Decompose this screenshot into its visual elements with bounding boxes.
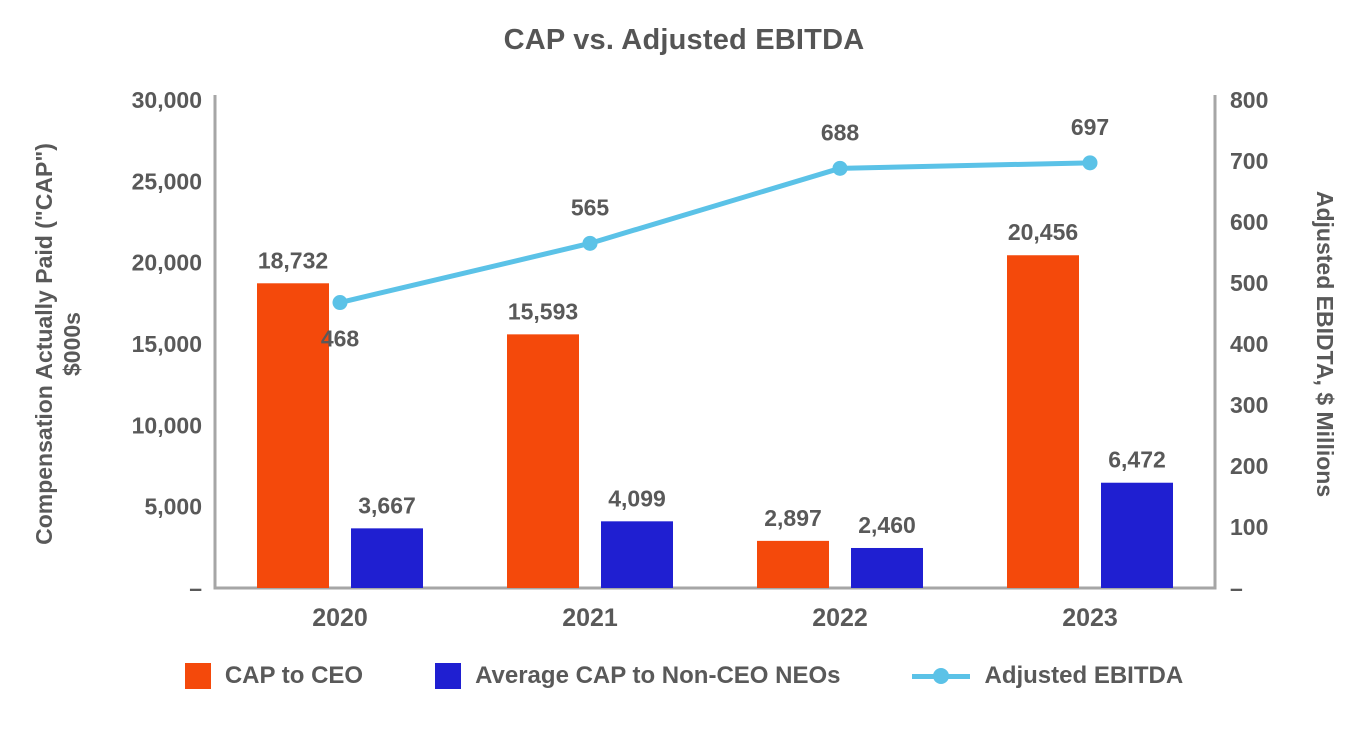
- bar-cap-ceo-2022: [757, 540, 829, 588]
- right-tick-label: –: [1230, 575, 1243, 601]
- left-tick-label: 10,000: [132, 412, 202, 438]
- left-tick-label: 25,000: [132, 168, 202, 194]
- line-value-label: 688: [821, 119, 860, 145]
- right-tick-label: 200: [1230, 453, 1268, 479]
- ebitda-line: [337, 160, 1093, 306]
- category-label: 2021: [562, 604, 618, 632]
- legend-label-ebitda: Adjusted EBITDA: [984, 662, 1184, 689]
- right-tick-label: 400: [1230, 331, 1268, 357]
- left-tick-label: 30,000: [132, 87, 202, 113]
- right-tick-label: 700: [1230, 148, 1268, 174]
- left-tick-label: 5,000: [144, 494, 202, 520]
- category-label: 2023: [1062, 604, 1118, 632]
- category-label: 2022: [812, 604, 868, 632]
- line-value-label: 468: [321, 326, 360, 352]
- bar-cap-neo-2021: [601, 521, 673, 588]
- cap-ceo-swatch-icon: [184, 663, 211, 689]
- bar-cap-neo-2020: [351, 528, 423, 588]
- bar-cap-neo-2023: [1101, 482, 1173, 588]
- legend-item-cap-ceo: CAP to CEO: [184, 662, 364, 690]
- bar-cap-ceo-2021: [507, 334, 579, 588]
- right-tick-label: 800: [1230, 87, 1268, 113]
- ebitda-line-point-2020: [332, 295, 348, 311]
- right-tick-label: 300: [1230, 392, 1268, 418]
- bar-value-label: 4,099: [608, 485, 666, 511]
- bar-cap-neo-2022: [851, 547, 923, 588]
- legend: CAP to CEO Average CAP to Non-CEO NEOs A…: [0, 662, 1368, 690]
- right-tick-label: 600: [1230, 209, 1268, 235]
- left-tick-label: –: [189, 575, 202, 601]
- legend-item-cap-neo: Average CAP to Non-CEO NEOs: [435, 662, 840, 690]
- bar-value-label: 3,667: [358, 492, 416, 518]
- bar-value-label: 20,456: [1008, 219, 1078, 245]
- right-tick-label: 500: [1230, 270, 1268, 296]
- line-value-label: 565: [571, 194, 610, 220]
- ebitda-line-point-2021: [582, 235, 598, 251]
- bar-value-label: 2,460: [858, 512, 916, 538]
- bar-cap-ceo-2020: [257, 283, 329, 588]
- ebitda-line-point-2023: [1082, 155, 1098, 171]
- line-value-label: 697: [1071, 114, 1109, 140]
- chart-title: CAP vs. Adjusted EBITDA: [503, 24, 865, 56]
- legend-label-cap-neo: Average CAP to Non-CEO NEOs: [475, 662, 841, 689]
- left-tick-label: 15,000: [132, 331, 202, 357]
- ebitda-line-swatch-icon: [912, 667, 971, 685]
- bar-value-label: 2,897: [764, 505, 822, 531]
- legend-item-ebitda: Adjusted EBITDA: [912, 662, 1183, 690]
- legend-label-cap-ceo: CAP to CEO: [224, 662, 364, 689]
- right-tick-label: 100: [1230, 514, 1268, 540]
- cap-neo-swatch-icon: [435, 663, 462, 689]
- bar-value-label: 15,593: [508, 298, 578, 324]
- bar-cap-ceo-2023: [1007, 255, 1079, 588]
- ebitda-line-point-2022: [832, 160, 848, 176]
- left-tick-label: 20,000: [132, 250, 202, 276]
- category-label: 2020: [312, 604, 368, 632]
- bar-value-label: 18,732: [258, 247, 328, 273]
- bar-value-label: 6,472: [1108, 447, 1166, 473]
